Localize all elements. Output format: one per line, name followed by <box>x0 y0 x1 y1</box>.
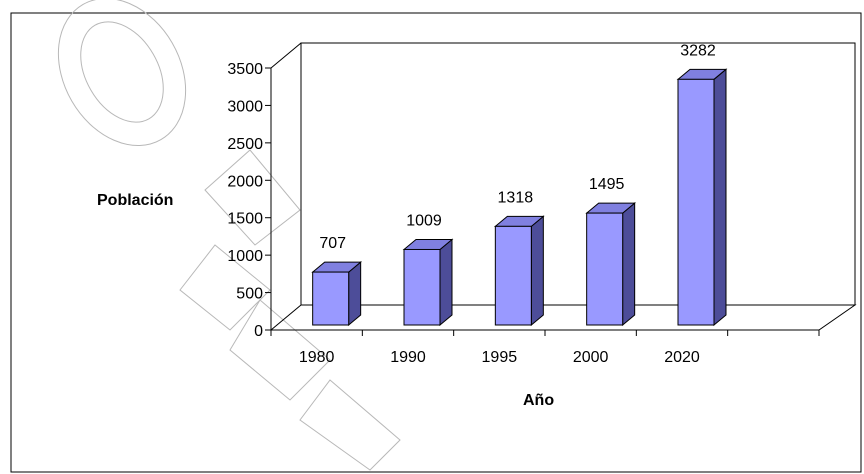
x-tick-label: 1980 <box>299 349 335 366</box>
bar-series <box>311 68 728 327</box>
y-tick-label: 2500 <box>227 136 263 153</box>
data-label: 1495 <box>589 176 625 193</box>
data-label: 1318 <box>498 189 534 206</box>
left-wall-edge <box>270 42 302 69</box>
bar-1995 <box>493 215 545 327</box>
bar-front <box>494 225 532 326</box>
bar-front <box>403 248 441 326</box>
x-tick-label: 2020 <box>664 349 700 366</box>
data-label: 707 <box>319 235 346 252</box>
data-labels: 707 1009 1318 1495 3282 <box>319 42 716 252</box>
data-label: 1009 <box>406 212 442 229</box>
x-axis-title: Año <box>523 392 554 409</box>
bar-2020 <box>676 68 728 327</box>
y-tick-label: 2000 <box>227 173 263 190</box>
bar-side <box>439 238 453 327</box>
y-tick-label: 3000 <box>227 98 263 115</box>
bar-1980 <box>311 261 363 327</box>
y-axis-ticks: 0 500 1000 1500 2000 2500 3000 3500 <box>227 61 271 340</box>
data-label: 3282 <box>680 42 716 59</box>
bar-front <box>677 78 715 326</box>
bar-front <box>586 212 624 326</box>
bar-side <box>530 215 544 327</box>
y-tick-label: 1500 <box>227 211 263 228</box>
x-tick-label: 2000 <box>573 349 609 366</box>
y-tick-label: 0 <box>254 323 263 340</box>
x-axis-ticks: 1980 1990 1995 2000 2020 <box>270 330 820 366</box>
bar-1990 <box>402 238 454 327</box>
y-axis-title: Población <box>97 192 173 209</box>
watermark <box>57 0 401 471</box>
bar-side <box>348 261 362 327</box>
bar-front <box>312 271 350 326</box>
y-tick-label: 500 <box>236 286 263 303</box>
back-wall <box>300 42 856 306</box>
x-tick-label: 1990 <box>390 349 426 366</box>
y-tick-label: 3500 <box>227 61 263 78</box>
bar-side <box>622 202 636 327</box>
y-tick-label: 1000 <box>227 248 263 265</box>
chart-border <box>10 12 862 473</box>
x-tick-label: 1995 <box>482 349 518 366</box>
bar-side <box>713 68 727 327</box>
bar-2000 <box>585 202 637 327</box>
